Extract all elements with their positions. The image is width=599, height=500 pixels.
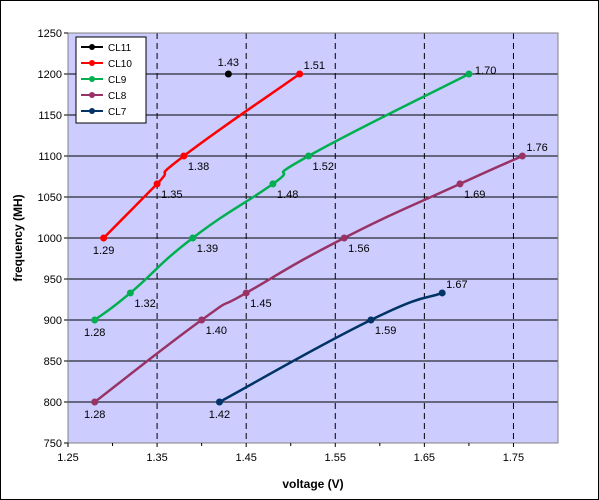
- legend-swatch-marker: [89, 44, 95, 50]
- data-point: [189, 234, 197, 242]
- x-tick-label: 1.35: [146, 452, 167, 464]
- data-point: [224, 70, 232, 78]
- data-label: 1.56: [348, 243, 369, 255]
- data-point: [305, 152, 313, 160]
- y-tick-label: 900: [44, 315, 62, 327]
- data-point: [340, 234, 348, 242]
- data-point: [91, 316, 99, 324]
- series-cl8: [91, 152, 526, 406]
- x-axis-ticks: 1.25 1.35 1.45 1.55 1.65 1.75: [57, 443, 524, 464]
- y-tick-label: 850: [44, 356, 62, 368]
- legend-item-cl11: CL11: [81, 43, 132, 54]
- x-axis-title: voltage (V): [282, 477, 343, 491]
- data-point: [242, 289, 250, 297]
- data-label: 1.35: [161, 189, 182, 201]
- data-point: [456, 180, 464, 188]
- series-cl10: [100, 70, 304, 242]
- data-label: 1.39: [197, 243, 218, 255]
- y-tick-label: 1050: [38, 192, 62, 204]
- data-label: 1.38: [188, 161, 209, 173]
- data-label: 1.28: [84, 327, 105, 339]
- data-label: 1.32: [134, 298, 155, 310]
- data-label: 1.70: [475, 65, 496, 77]
- data-label: 1.59: [375, 325, 396, 337]
- legend-item-cl10: CL10: [81, 59, 132, 70]
- y-axis-ticks: 750 800 850 900 950 1000 1050 1100 1150 1200 1250: [38, 28, 68, 450]
- data-labels: 1.43 1.29 1.35 1.38 1.51 1.28 1.32 1.39 1.48 1.52…: [84, 57, 548, 421]
- data-point: [153, 180, 161, 188]
- data-point: [215, 398, 223, 406]
- y-tick-label: 1150: [38, 110, 62, 122]
- legend-label: CL9: [108, 75, 127, 86]
- data-point: [91, 398, 99, 406]
- data-label: 1.48: [277, 189, 298, 201]
- x-tick-label: 1.55: [325, 452, 346, 464]
- legend-item-cl7: CL7: [81, 107, 127, 118]
- data-label: 1.28: [84, 409, 105, 421]
- legend-swatch-marker: [89, 76, 95, 82]
- data-label: 1.52: [313, 161, 334, 173]
- y-tick-label: 1100: [38, 151, 62, 163]
- grid-lines: [68, 33, 558, 443]
- y-tick-label: 950: [44, 274, 62, 286]
- series-line: [218, 291, 443, 404]
- data-label: 1.42: [209, 409, 230, 421]
- data-label: 1.45: [250, 298, 271, 310]
- data-point: [367, 316, 375, 324]
- data-point: [100, 234, 108, 242]
- x-tick-label: 1.45: [235, 452, 256, 464]
- series-layer: [91, 70, 526, 406]
- legend-label: CL10: [108, 59, 132, 70]
- legend-label: CL8: [108, 91, 127, 102]
- legend-item-cl9: CL9: [81, 75, 127, 86]
- data-point: [269, 180, 277, 188]
- y-tick-label: 1200: [38, 69, 62, 81]
- data-label: 1.40: [206, 325, 227, 337]
- data-point: [518, 152, 526, 160]
- data-label: 1.29: [93, 245, 114, 257]
- data-point: [180, 152, 188, 160]
- legend-swatch-marker: [89, 60, 95, 66]
- series-cl7: [215, 289, 446, 406]
- data-point: [465, 70, 473, 78]
- data-label: 1.76: [526, 142, 547, 154]
- legend: CL11 CL10 CL9 CL8 CL7: [75, 36, 147, 124]
- data-label: 1.43: [218, 57, 239, 69]
- data-point: [126, 289, 134, 297]
- data-label: 1.69: [464, 189, 485, 201]
- x-tick-label: 1.75: [503, 452, 524, 464]
- y-tick-label: 800: [44, 397, 62, 409]
- x-tick-label: 1.65: [414, 452, 435, 464]
- data-point: [438, 289, 446, 297]
- series-cl11: [224, 70, 232, 78]
- legend-swatch-marker: [89, 92, 95, 98]
- y-tick-label: 750: [44, 438, 62, 450]
- data-point: [296, 70, 304, 78]
- data-label: 1.51: [304, 60, 325, 72]
- series-line: [102, 72, 301, 239]
- y-axis-title: frequency (MH): [11, 194, 25, 281]
- y-tick-label: 1000: [38, 233, 62, 245]
- data-label: 1.67: [446, 279, 467, 291]
- legend-item-cl8: CL8: [81, 91, 127, 102]
- legend-label: CL7: [108, 107, 127, 118]
- series-cl9: [91, 70, 473, 324]
- x-tick-label: 1.25: [57, 452, 78, 464]
- legend-label: CL11: [108, 43, 132, 54]
- y-tick-label: 1250: [38, 28, 62, 40]
- data-point: [198, 316, 206, 324]
- legend-swatch-marker: [89, 108, 95, 114]
